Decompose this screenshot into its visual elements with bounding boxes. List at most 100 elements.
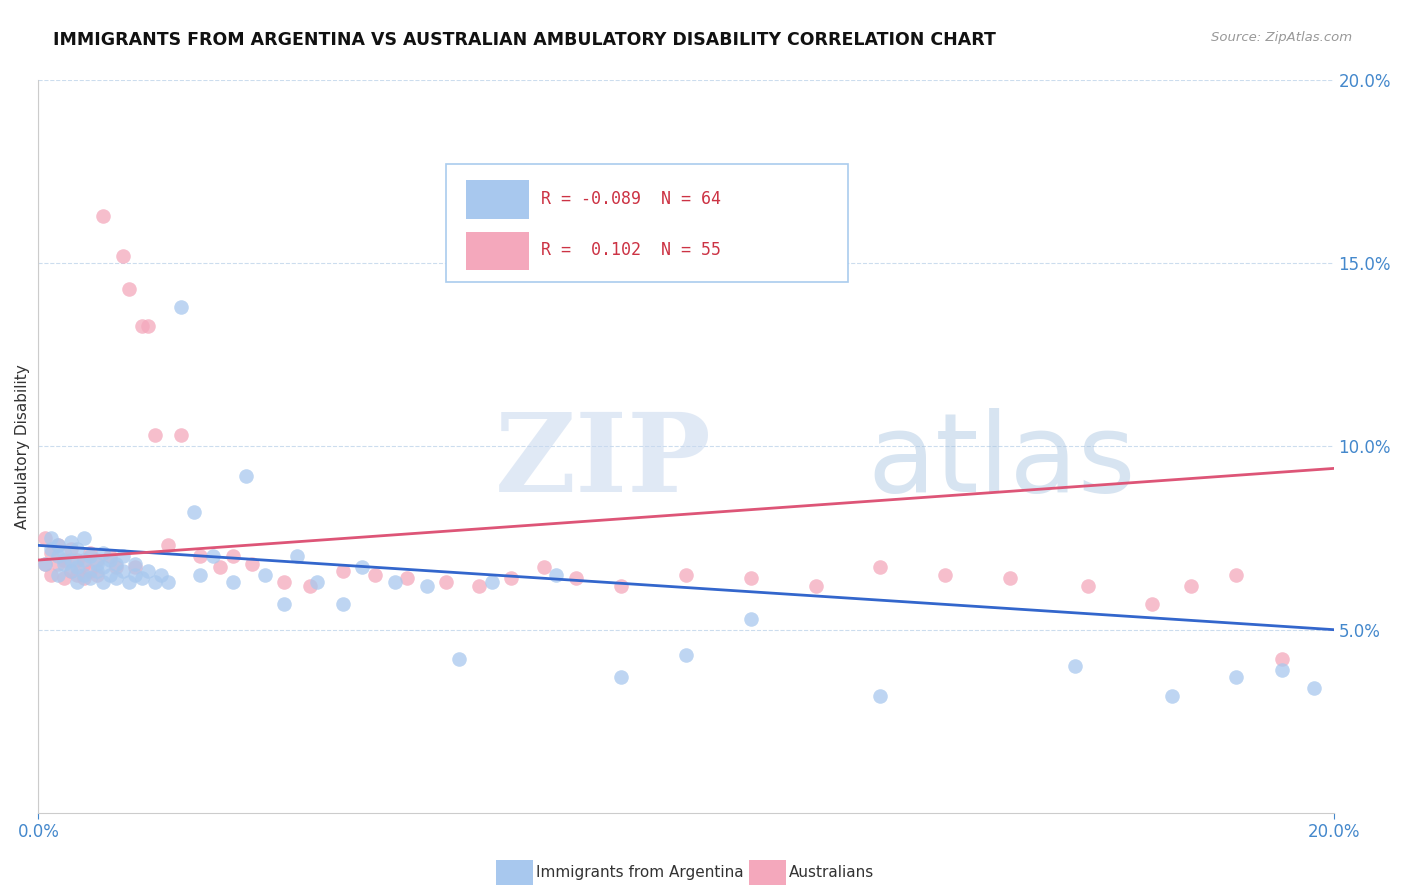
Point — [73, 553, 96, 567]
Point — [143, 428, 166, 442]
Point — [34, 557, 56, 571]
Point — [53, 546, 76, 560]
Text: ZIP: ZIP — [495, 408, 711, 515]
Point — [91, 575, 114, 590]
Point — [156, 575, 179, 590]
Point — [675, 648, 697, 663]
Point — [1063, 659, 1085, 673]
Point — [66, 542, 89, 557]
Point — [1303, 681, 1326, 696]
Point — [188, 549, 211, 564]
Point — [1180, 579, 1202, 593]
Point — [34, 531, 56, 545]
Text: Source: ZipAtlas.com: Source: ZipAtlas.com — [1212, 31, 1353, 45]
Point — [740, 612, 762, 626]
Point — [675, 567, 697, 582]
Point — [1225, 567, 1247, 582]
Point — [138, 318, 160, 333]
Point — [46, 538, 69, 552]
Point — [111, 564, 134, 578]
Point — [79, 549, 101, 564]
Point — [416, 579, 439, 593]
Point — [91, 546, 114, 560]
Point — [1160, 689, 1182, 703]
Point — [170, 428, 193, 442]
Point — [143, 575, 166, 590]
Point — [105, 557, 128, 571]
Point — [170, 300, 193, 314]
Point — [156, 538, 179, 552]
Point — [59, 542, 82, 557]
Point — [34, 557, 56, 571]
Point — [53, 557, 76, 571]
Point — [46, 567, 69, 582]
Point — [449, 652, 471, 666]
FancyBboxPatch shape — [465, 232, 529, 270]
Point — [273, 575, 295, 590]
Point — [998, 571, 1021, 585]
Point — [98, 567, 121, 582]
Point — [869, 560, 891, 574]
Point — [91, 209, 114, 223]
Point — [73, 531, 96, 545]
Text: R =  0.102  N = 55: R = 0.102 N = 55 — [541, 242, 721, 260]
Point — [396, 571, 419, 585]
Point — [467, 579, 489, 593]
Point — [299, 579, 322, 593]
Text: Australians: Australians — [789, 865, 875, 880]
Point — [73, 567, 96, 582]
Point — [111, 549, 134, 564]
Point — [53, 553, 76, 567]
Point — [1271, 663, 1294, 677]
Point — [869, 689, 891, 703]
Point — [481, 575, 503, 590]
Point — [546, 567, 568, 582]
Point — [253, 567, 276, 582]
Point — [1225, 670, 1247, 684]
Point — [86, 564, 108, 578]
Text: atlas: atlas — [868, 408, 1136, 515]
Point — [131, 571, 153, 585]
Point — [131, 318, 153, 333]
Point — [105, 560, 128, 574]
Point — [86, 557, 108, 571]
Point — [221, 549, 243, 564]
Point — [1271, 652, 1294, 666]
Point — [533, 560, 555, 574]
Point — [150, 567, 173, 582]
FancyBboxPatch shape — [446, 164, 848, 282]
Point — [66, 560, 89, 574]
Point — [66, 567, 89, 582]
Point — [138, 564, 160, 578]
Point — [98, 549, 121, 564]
Point — [305, 575, 328, 590]
Point — [434, 575, 457, 590]
Point — [118, 575, 141, 590]
Point — [86, 567, 108, 582]
Point — [235, 468, 257, 483]
Text: Immigrants from Argentina: Immigrants from Argentina — [536, 865, 744, 880]
Point — [66, 575, 89, 590]
Point — [740, 571, 762, 585]
Point — [59, 564, 82, 578]
Point — [59, 553, 82, 567]
Point — [240, 557, 263, 571]
Point — [565, 571, 588, 585]
Point — [273, 597, 295, 611]
Point — [111, 249, 134, 263]
Point — [46, 557, 69, 571]
Point — [105, 571, 128, 585]
Point — [124, 560, 146, 574]
Point — [53, 571, 76, 585]
Point — [287, 549, 309, 564]
Point — [39, 542, 62, 557]
Point — [39, 531, 62, 545]
Y-axis label: Ambulatory Disability: Ambulatory Disability — [15, 364, 30, 529]
Point — [934, 567, 956, 582]
Point — [352, 560, 374, 574]
Point — [118, 282, 141, 296]
Point — [46, 538, 69, 552]
Point — [98, 553, 121, 567]
Point — [73, 571, 96, 585]
Point — [610, 579, 633, 593]
